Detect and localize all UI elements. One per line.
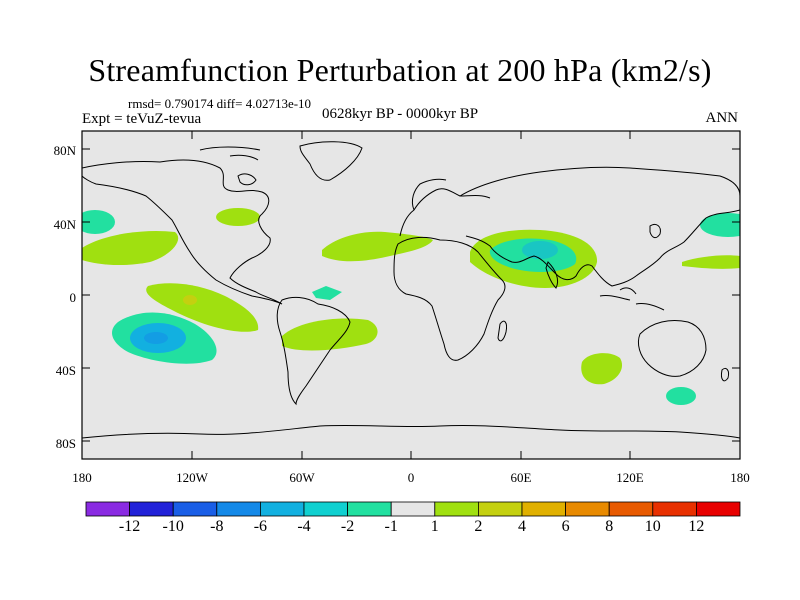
colorbar-label: -4 — [297, 518, 311, 535]
colorbar-label: -2 — [340, 518, 355, 535]
lon-label-120w: 120W — [176, 470, 208, 485]
colorbar-label: 12 — [688, 518, 705, 535]
anomaly-fields — [82, 208, 740, 405]
lon-label-180w: 180 — [72, 470, 92, 485]
coastline-india — [545, 261, 559, 289]
coastline-europe — [399, 178, 491, 237]
colorbar-swatch — [303, 501, 348, 517]
anomaly-region — [82, 210, 115, 234]
colorbar-label: 1 — [430, 518, 439, 535]
anomaly-region — [183, 295, 197, 305]
coastlines — [82, 141, 740, 439]
colorbar-label: -8 — [210, 518, 224, 535]
colorbar-label: -10 — [162, 518, 184, 535]
anomaly-region — [282, 318, 378, 351]
colorbar-label: 2 — [474, 518, 483, 535]
lat-label-40n: 40N — [53, 217, 76, 232]
anomaly-region — [581, 353, 623, 385]
coastline-japan — [649, 223, 661, 239]
colorbar-swatch — [696, 501, 741, 517]
colorbar-label: -12 — [118, 518, 141, 535]
lat-ticks — [82, 148, 740, 442]
anomaly-region — [682, 255, 740, 269]
anomaly-region — [216, 208, 260, 226]
coastline-asia — [459, 166, 740, 287]
coastline-greenland — [299, 141, 363, 181]
lat-label-80n: 80N — [53, 143, 76, 158]
coastline-africa — [393, 236, 506, 361]
colorbar — [85, 501, 741, 517]
colorbar-label: 8 — [605, 518, 614, 535]
colorbar-swatch — [85, 501, 130, 517]
colorbar-label: 10 — [644, 518, 661, 535]
anomaly-region — [322, 231, 433, 262]
season-label: ANN — [705, 110, 739, 126]
coastline-south-america — [276, 296, 351, 406]
coastline-hudson-bay — [237, 173, 257, 186]
colorbar-swatch — [129, 501, 174, 517]
colorbar-label: 4 — [518, 518, 526, 535]
lon-label-60e: 60E — [510, 470, 532, 485]
colorbar-swatch — [608, 501, 654, 517]
coastline-antarctica — [82, 424, 740, 439]
lat-label-eq: 0 — [69, 290, 77, 305]
plot-title: Streamfunction Perturbation at 200 hPa (… — [88, 52, 712, 88]
anomaly-region — [700, 213, 740, 237]
lat-label-80s: 80S — [55, 436, 76, 451]
colorbar-swatch — [434, 501, 479, 517]
coastline-madagascar — [497, 320, 507, 342]
lon-label-60w: 60W — [289, 470, 315, 485]
colorbar-label: -6 — [253, 518, 268, 535]
lon-label-120e: 120E — [616, 470, 644, 485]
colorbar-swatch — [390, 501, 436, 517]
lon-label-0: 0 — [407, 470, 415, 485]
colorbar-swatch — [521, 501, 566, 517]
colorbar-swatch — [347, 501, 392, 517]
colorbar-swatch — [259, 501, 305, 517]
anomaly-region — [144, 332, 168, 344]
colorbar-label: 6 — [561, 518, 570, 535]
period-label: 0628kyr BP - 0000kyr BP — [322, 106, 479, 122]
colorbar-swatch — [565, 501, 610, 517]
anomaly-region — [666, 387, 696, 405]
coastline-arctic-islands — [199, 146, 261, 161]
coastline-indonesia — [599, 287, 665, 311]
coastline-new-zealand — [721, 367, 729, 382]
anomaly-region — [82, 230, 179, 266]
lon-ticks — [191, 131, 631, 459]
colorbar-swatch — [477, 501, 523, 517]
colorbar-label: -1 — [384, 518, 398, 535]
anomaly-region — [312, 286, 342, 300]
anomaly-region — [522, 241, 558, 259]
stats-text: rmsd= 0.790174 diff= 4.02713e-10 — [128, 96, 312, 111]
colorbar-swatch — [172, 501, 218, 517]
lat-label-40s: 40S — [55, 363, 76, 378]
experiment-label: Expt = teVuZ-tevua — [82, 111, 202, 127]
coastline-australia — [637, 320, 707, 377]
colorbar-swatch — [652, 501, 697, 517]
lon-label-180e: 180 — [730, 470, 750, 485]
anomaly-region — [146, 283, 259, 332]
coastline-north-america — [82, 159, 283, 305]
colorbar-swatch — [216, 501, 261, 517]
